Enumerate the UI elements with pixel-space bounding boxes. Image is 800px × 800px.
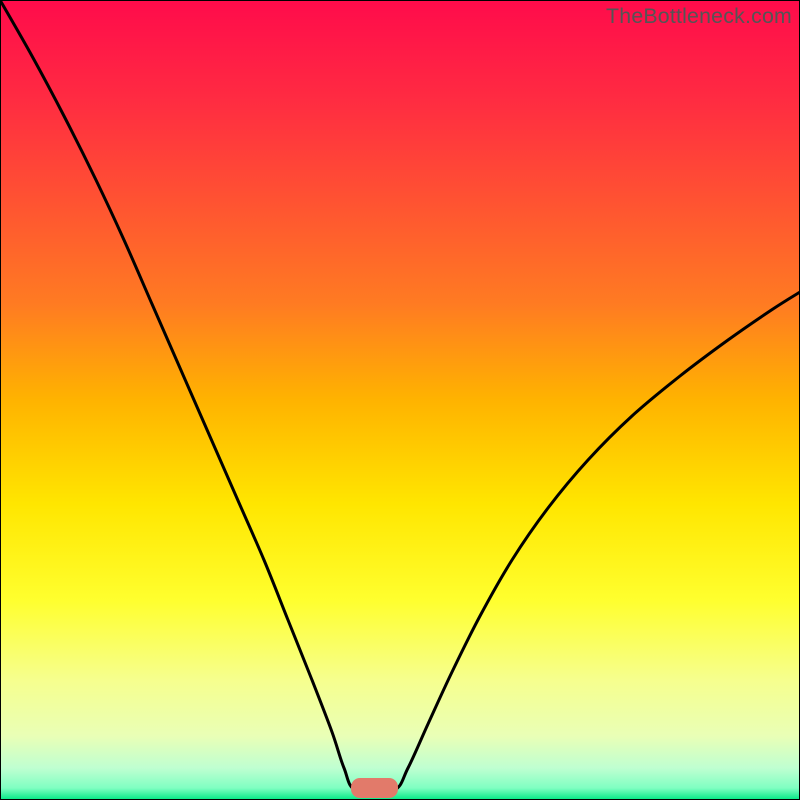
gradient-background — [0, 0, 800, 800]
chart-container: TheBottleneck.com — [0, 0, 800, 800]
